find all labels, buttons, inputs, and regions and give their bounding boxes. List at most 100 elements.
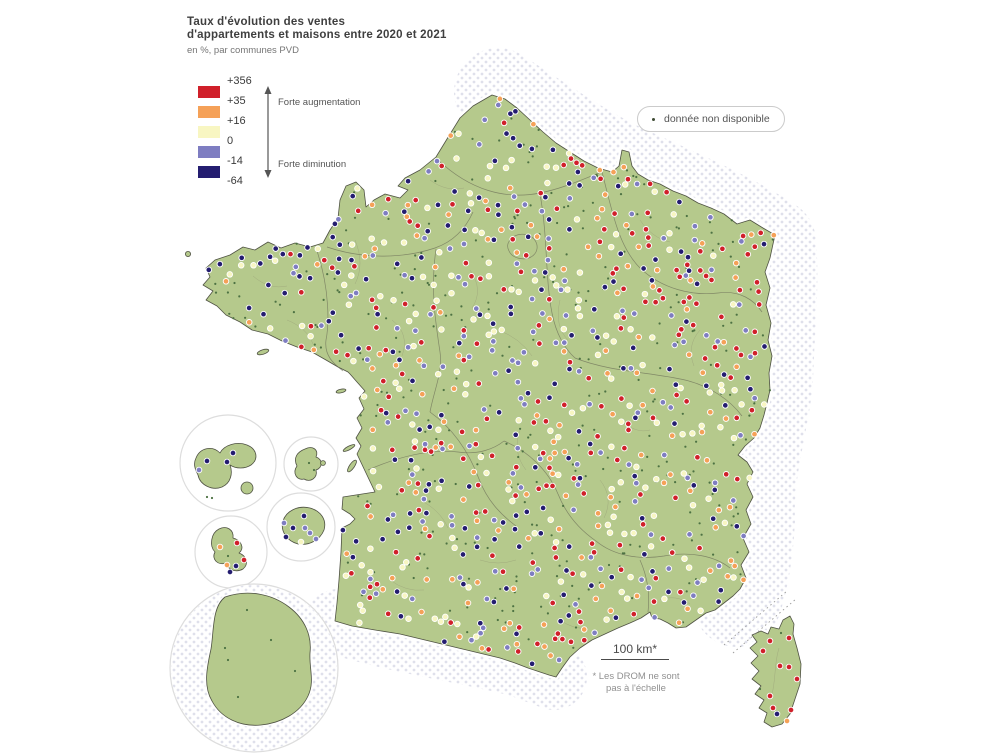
commune-dot bbox=[639, 361, 646, 369]
no-data-speck bbox=[464, 542, 467, 545]
commune-dot bbox=[348, 570, 355, 577]
no-data-dot-icon bbox=[652, 117, 655, 121]
no-data-speck bbox=[648, 434, 651, 437]
no-data-speck bbox=[604, 266, 607, 269]
commune-dot bbox=[561, 277, 568, 285]
commune-dot bbox=[680, 338, 687, 346]
no-data-speck bbox=[322, 298, 325, 301]
commune-dot bbox=[552, 554, 560, 561]
commune-dot bbox=[566, 358, 574, 366]
commune-dot bbox=[420, 362, 428, 370]
commune-dot bbox=[426, 423, 433, 431]
commune-dot bbox=[389, 574, 396, 582]
commune-dot bbox=[724, 573, 731, 580]
commune-dot bbox=[567, 155, 575, 162]
no-data-speck bbox=[319, 346, 322, 349]
commune-dot bbox=[617, 479, 625, 486]
no-data-speck bbox=[619, 469, 622, 472]
commune-dot bbox=[759, 647, 767, 655]
commune-dot bbox=[594, 522, 602, 530]
commune-dot bbox=[770, 231, 778, 239]
commune-dot bbox=[683, 306, 691, 313]
commune-dot bbox=[418, 608, 425, 616]
no-data-speck bbox=[607, 277, 610, 280]
commune-dot bbox=[667, 404, 674, 411]
commune-dot bbox=[543, 482, 550, 489]
no-data-speck bbox=[657, 465, 660, 468]
commune-dot bbox=[595, 252, 603, 260]
commune-dot bbox=[737, 351, 745, 359]
commune-dot bbox=[393, 588, 401, 595]
no-data-speck bbox=[515, 575, 518, 578]
commune-dot bbox=[354, 185, 361, 192]
commune-dot bbox=[422, 487, 430, 494]
commune-dot bbox=[365, 344, 372, 352]
commune-dot bbox=[551, 380, 558, 388]
commune-dot bbox=[701, 355, 709, 362]
commune-dot bbox=[597, 175, 604, 183]
commune-dot bbox=[491, 157, 499, 165]
commune-dot bbox=[528, 295, 536, 303]
commune-dot bbox=[205, 266, 213, 274]
commune-dot bbox=[392, 362, 400, 369]
commune-dot bbox=[633, 479, 640, 487]
no-data-speck bbox=[744, 438, 748, 441]
commune-dot bbox=[617, 325, 625, 332]
commune-dot bbox=[682, 272, 690, 279]
commune-dot bbox=[699, 369, 707, 376]
no-data-speck bbox=[527, 436, 530, 439]
no-data-speck bbox=[366, 500, 369, 503]
no-data-speck bbox=[581, 424, 584, 427]
commune-dot bbox=[392, 379, 399, 387]
commune-dot bbox=[314, 245, 322, 253]
commune-dot bbox=[555, 525, 563, 533]
commune-dot bbox=[601, 283, 609, 291]
no-data-speck bbox=[395, 336, 398, 339]
commune-dot bbox=[666, 230, 673, 237]
no-data-speck bbox=[466, 631, 469, 634]
no-data-speck bbox=[422, 468, 425, 471]
commune-dot bbox=[610, 278, 617, 285]
commune-dot bbox=[437, 309, 444, 316]
commune-dot bbox=[298, 322, 306, 330]
no-data-speck bbox=[316, 325, 319, 328]
commune-dot bbox=[413, 232, 421, 239]
no-data-speck bbox=[487, 301, 490, 304]
commune-dot bbox=[629, 344, 637, 352]
commune-dot bbox=[570, 506, 577, 514]
commune-dot bbox=[462, 380, 470, 388]
commune-dot bbox=[769, 704, 777, 712]
commune-dot bbox=[512, 108, 519, 115]
commune-dot bbox=[734, 475, 741, 483]
commune-dot bbox=[546, 394, 553, 401]
commune-dot bbox=[710, 252, 717, 259]
commune-dot bbox=[325, 317, 333, 325]
commune-dot bbox=[512, 431, 519, 439]
commune-dot bbox=[753, 279, 761, 286]
no-data-speck bbox=[274, 300, 277, 303]
commune-dot bbox=[740, 532, 747, 540]
no-data-speck bbox=[631, 597, 634, 600]
no-data-speck bbox=[730, 321, 733, 324]
commune-dot bbox=[549, 470, 556, 477]
commune-dot bbox=[635, 243, 642, 251]
commune-dot bbox=[722, 415, 730, 422]
commune-dot bbox=[733, 523, 741, 530]
commune-dot bbox=[321, 256, 328, 264]
commune-dot bbox=[444, 222, 452, 229]
commune-dot bbox=[374, 386, 381, 394]
commune-dot bbox=[649, 387, 656, 395]
commune-dot bbox=[565, 454, 572, 462]
commune-dot bbox=[476, 311, 484, 318]
commune-dot bbox=[545, 235, 552, 242]
commune-dot bbox=[579, 571, 587, 578]
commune-dot bbox=[522, 252, 530, 259]
commune-dot bbox=[604, 521, 612, 529]
commune-dot bbox=[339, 526, 347, 534]
commune-dot bbox=[389, 446, 396, 454]
commune-dot bbox=[720, 338, 728, 346]
scale-note-line-2: pas à l'échelle bbox=[606, 683, 666, 695]
commune-dot bbox=[385, 195, 392, 203]
no-data-speck bbox=[571, 584, 574, 588]
commune-dot bbox=[640, 265, 647, 272]
